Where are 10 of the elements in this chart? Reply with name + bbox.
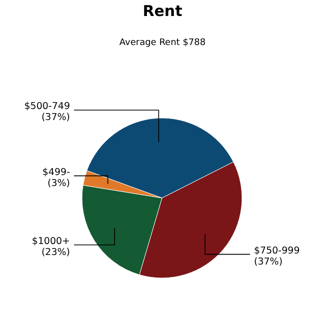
slice-label: $500-749: [24, 101, 70, 112]
chart-title: Rent: [142, 2, 182, 20]
slice-label: $499-: [42, 166, 70, 178]
data-label: (37%): [41, 112, 70, 124]
data-label: (23%): [41, 246, 70, 258]
slice-label: $750-999: [254, 245, 300, 256]
data-label: (3%): [48, 178, 70, 189]
chart-subtitle: Average Rent $788: [119, 38, 206, 48]
slice-label: $1000+: [32, 236, 70, 247]
data-label: (37%): [254, 256, 283, 268]
